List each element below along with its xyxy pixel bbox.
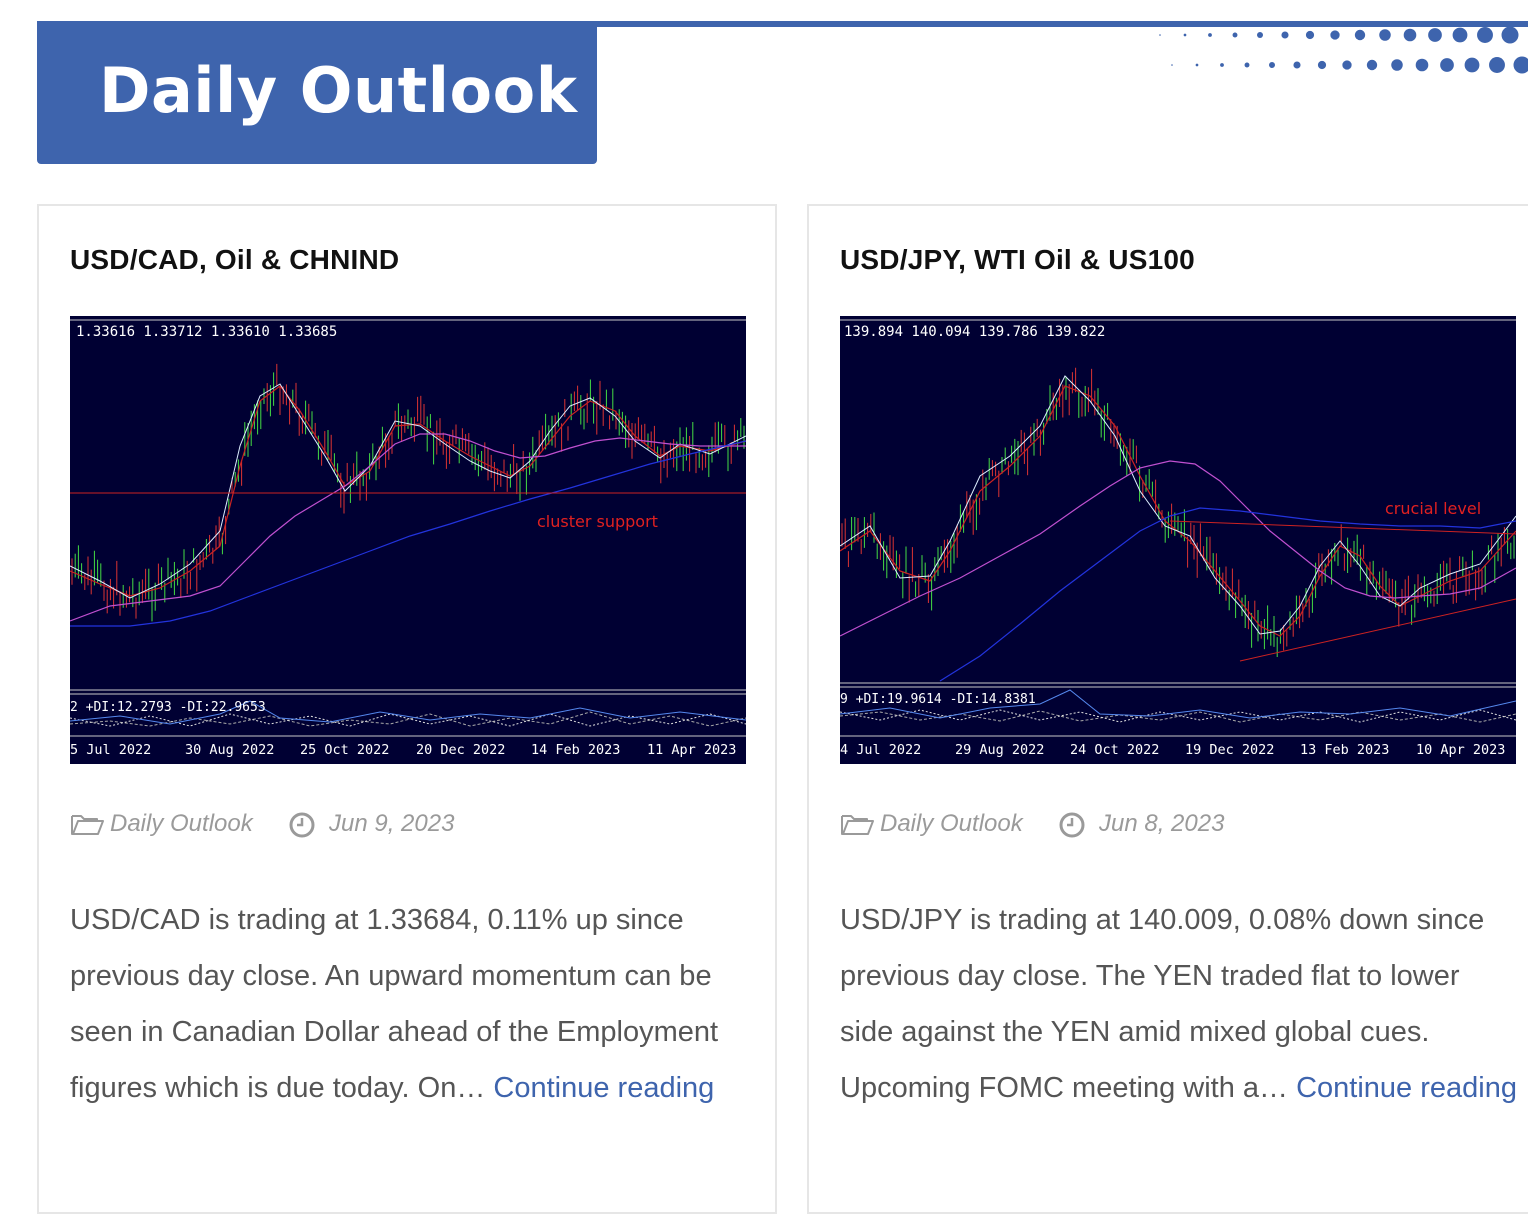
decorative-dot: [1440, 58, 1454, 72]
decorative-dot: [1196, 64, 1199, 67]
decorative-dot: [1489, 57, 1505, 73]
date-tick: 24 Oct 2022: [1070, 742, 1159, 758]
indicator-readout: 2 +DI:12.2793 -DI:22.9653: [70, 700, 266, 715]
ohlc-readout: 1.33616 1.33712 1.33610 1.33685: [76, 324, 337, 340]
date-tick: 14 Feb 2023: [531, 742, 620, 758]
decorative-dot: [1233, 33, 1238, 38]
chart-annotation: crucial level: [1385, 499, 1481, 518]
decorative-dots: [1150, 22, 1528, 82]
decorative-dot: [1514, 57, 1528, 74]
post-excerpt: USD/CAD is trading at 1.33684, 0.11% up …: [70, 892, 750, 1116]
date-tick: 30 Aug 2022: [185, 742, 274, 758]
decorative-dot: [1416, 59, 1429, 72]
decorative-dot: [1269, 62, 1275, 68]
decorative-dot: [1318, 61, 1326, 69]
decorative-dot: [1220, 63, 1224, 67]
post-excerpt: USD/JPY is trading at 140.009, 0.08% dow…: [840, 892, 1520, 1116]
decorative-dot: [1404, 29, 1417, 42]
date-label: Jun 9, 2023: [329, 810, 454, 838]
clock-icon: [1058, 811, 1086, 839]
decorative-dot: [1477, 27, 1493, 43]
date-tick: 5 Jul 2022: [70, 742, 151, 758]
decorative-dot: [1391, 59, 1403, 71]
category-label: Daily Outlook: [110, 810, 253, 838]
date-tick: 20 Dec 2022: [416, 742, 505, 758]
continue-reading-link[interactable]: Continue reading: [493, 1072, 714, 1104]
price-chart: 139.894 140.094 139.786 139.822 crucial …: [840, 316, 1516, 764]
date-tick: 13 Feb 2023: [1300, 742, 1389, 758]
post-card: USD/JPY, WTI Oil & US100 139.894 140.094…: [807, 204, 1528, 1214]
decorative-dot: [1453, 28, 1468, 43]
chart-annotation: cluster support: [537, 512, 658, 531]
section-banner: Daily Outlook: [37, 21, 597, 164]
post-chart-image[interactable]: 1.33616 1.33712 1.33610 1.33685 cluster …: [70, 316, 746, 764]
continue-reading-link[interactable]: Continue reading: [1296, 1072, 1517, 1104]
decorative-dot: [1245, 63, 1250, 68]
decorative-dot: [1465, 58, 1480, 73]
post-chart-image[interactable]: 139.894 140.094 139.786 139.822 crucial …: [840, 316, 1516, 764]
decorative-dot: [1184, 34, 1187, 37]
clock-icon: [288, 811, 316, 839]
decorative-dot: [1428, 28, 1442, 42]
page-title: Daily Outlook: [99, 51, 577, 131]
post-title[interactable]: USD/CAD, Oil & CHNIND: [70, 244, 399, 276]
decorative-dot: [1367, 60, 1377, 70]
decorative-dot: [1306, 31, 1314, 39]
decorative-dot: [1159, 34, 1161, 36]
decorative-dot: [1281, 31, 1288, 38]
date-tick: 11 Apr 2023: [647, 742, 736, 758]
date-label: Jun 8, 2023: [1099, 810, 1224, 838]
post-title[interactable]: USD/JPY, WTI Oil & US100: [840, 244, 1195, 276]
folder-icon: [70, 812, 104, 836]
date-tick: 4 Jul 2022: [840, 742, 921, 758]
decorative-dot: [1330, 30, 1339, 39]
date-tick: 10 Apr 2023: [1416, 742, 1505, 758]
date-tick: 25 Oct 2022: [300, 742, 389, 758]
folder-icon: [840, 812, 874, 836]
decorative-dot: [1342, 60, 1351, 69]
decorative-dot: [1379, 29, 1391, 41]
price-chart: 1.33616 1.33712 1.33610 1.33685 cluster …: [70, 316, 746, 764]
category-label: Daily Outlook: [880, 810, 1023, 838]
ohlc-readout: 139.894 140.094 139.786 139.822: [844, 324, 1105, 340]
post-card: USD/CAD, Oil & CHNIND 1.33616 1.33712 1.…: [37, 204, 777, 1214]
decorative-dot: [1208, 33, 1212, 37]
date-tick: 19 Dec 2022: [1185, 742, 1274, 758]
indicator-readout: 9 +DI:19.9614 -DI:14.8381: [840, 692, 1036, 707]
decorative-dot: [1257, 32, 1263, 38]
decorative-dot: [1171, 64, 1173, 66]
decorative-dot: [1355, 30, 1365, 40]
decorative-dot: [1502, 27, 1519, 44]
date-tick: 29 Aug 2022: [955, 742, 1044, 758]
decorative-dot: [1293, 61, 1300, 68]
